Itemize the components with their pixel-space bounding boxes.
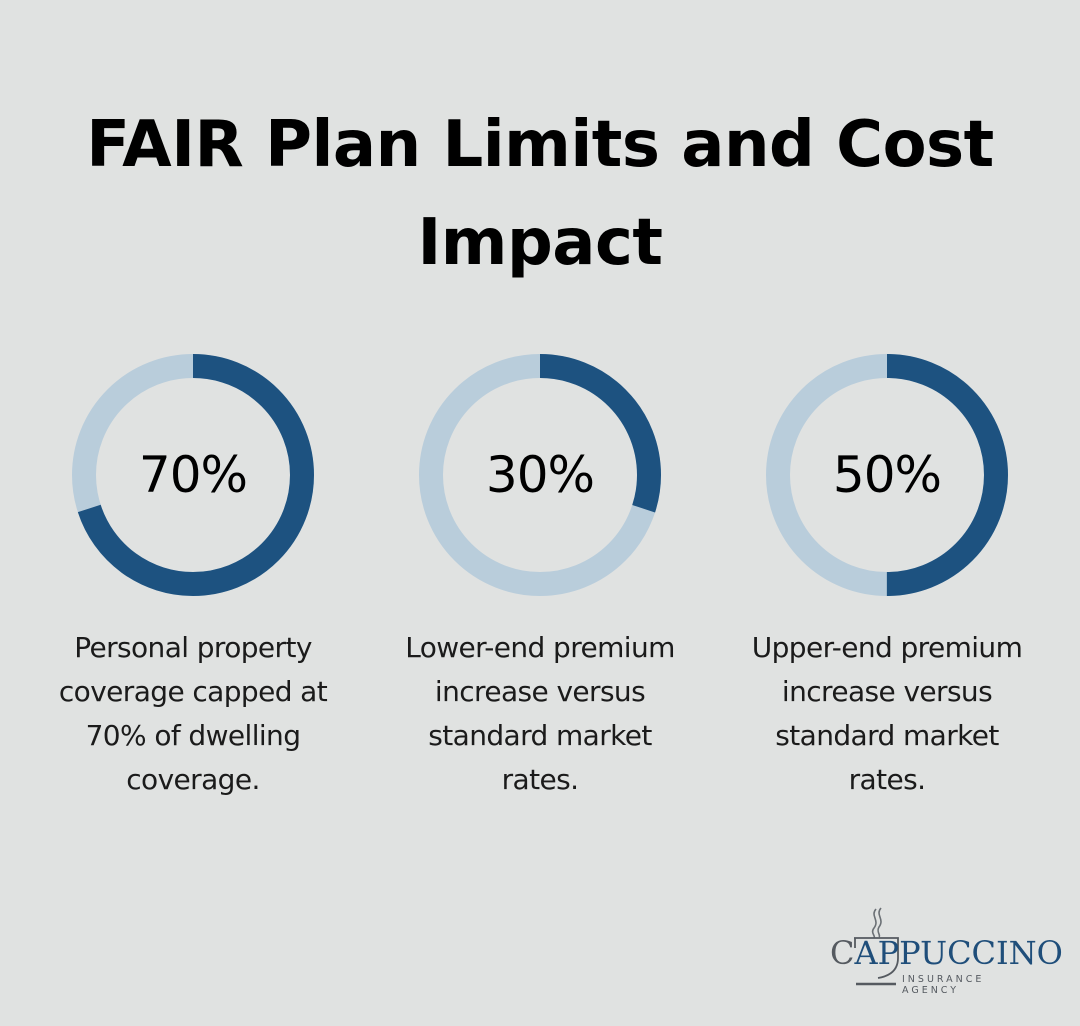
page-title: FAIR Plan Limits and Cost Impact: [0, 96, 1080, 292]
stat-value: 50%: [832, 446, 942, 504]
stat-value: 30%: [485, 446, 595, 504]
donut-chart-lower-premium: 30%: [418, 353, 662, 597]
donut-ring: [419, 354, 661, 596]
stat-value: 70%: [138, 446, 248, 504]
title-line-2: Impact: [417, 206, 663, 280]
donut-chart-upper-premium: 50%: [765, 353, 1009, 597]
desc-line: standard market: [775, 719, 999, 752]
logo-wordmark-rest: APPUCCINO: [854, 934, 1063, 972]
donut-chart-personal-property: 70%: [71, 353, 315, 597]
coffee-cup-icon: [854, 907, 899, 986]
desc-line: Personal property: [74, 631, 312, 664]
stat-description-upper-premium: Upper-end premium increase versus standa…: [717, 626, 1057, 802]
stat-description-lower-premium: Lower-end premium increase versus standa…: [370, 626, 710, 802]
desc-line: Upper-end premium: [751, 631, 1023, 664]
donut-ring: [766, 354, 1008, 596]
desc-line: coverage.: [126, 763, 260, 796]
title-line-1: FAIR Plan Limits and Cost: [86, 108, 994, 182]
desc-line: 70% of dwelling: [85, 719, 301, 752]
stat-description-personal-property: Personal property coverage capped at 70%…: [23, 626, 363, 802]
desc-line: increase versus: [781, 675, 993, 708]
desc-line: coverage capped at: [58, 675, 328, 708]
desc-line: rates.: [848, 763, 926, 796]
desc-line: standard market: [428, 719, 652, 752]
desc-line: rates.: [501, 763, 579, 796]
logo-tagline: INSURANCE AGENCY: [902, 974, 985, 996]
desc-line: increase versus: [434, 675, 646, 708]
brand-logo: CAPPUCCINO INSURANCE AGENCY: [826, 904, 1063, 996]
donut-ring: [72, 354, 314, 596]
logo-wordmark: CAPPUCCINO: [830, 934, 1063, 972]
desc-line: Lower-end premium: [405, 631, 675, 664]
